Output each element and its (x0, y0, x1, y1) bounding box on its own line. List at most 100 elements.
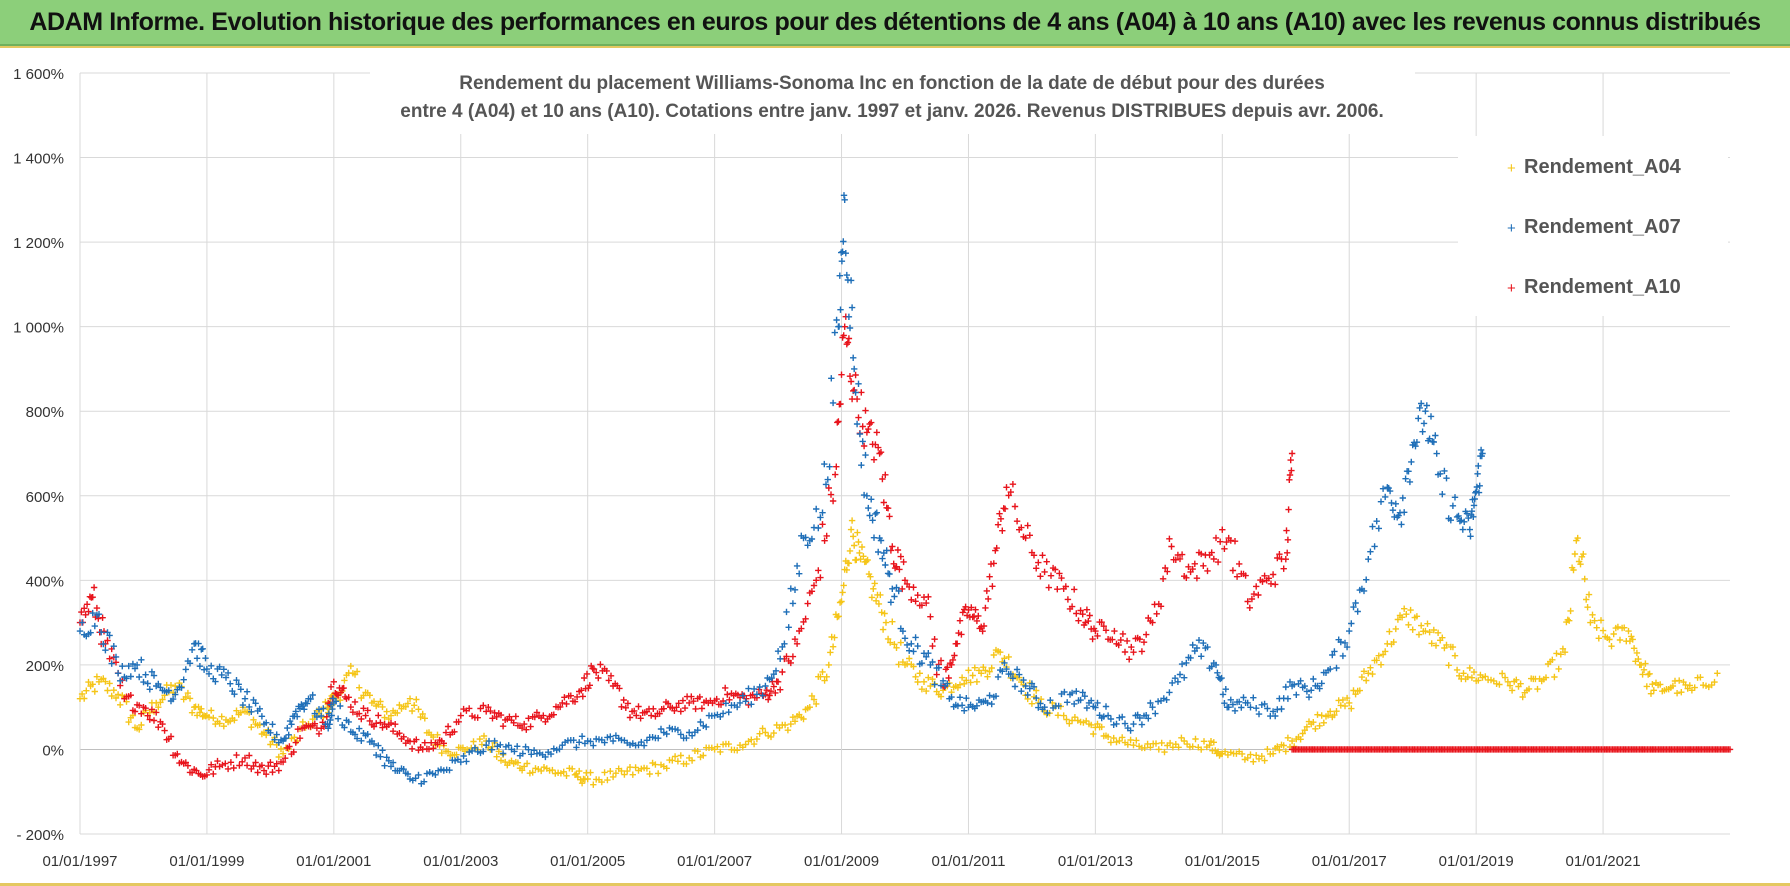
point-a10 (408, 745, 416, 752)
point-a04 (925, 674, 932, 681)
point-a04 (1614, 623, 1622, 631)
point-a07 (1077, 696, 1084, 704)
x-tick-label: 01/01/2019 (1439, 853, 1514, 870)
point-a10 (648, 712, 655, 719)
point-a04 (402, 703, 409, 710)
point-a07 (231, 691, 238, 698)
point-a10 (1109, 636, 1116, 643)
point-a07 (415, 771, 422, 779)
point-a04 (476, 735, 483, 743)
point-a07 (95, 611, 103, 618)
point-a10 (561, 694, 568, 701)
point-a04 (1094, 720, 1101, 728)
point-a04 (1369, 670, 1376, 678)
point-a10 (1280, 565, 1287, 572)
point-a07 (1382, 493, 1389, 501)
point-a04 (813, 700, 820, 708)
point-a07 (377, 753, 384, 760)
point-a04 (1104, 733, 1112, 740)
point-a10 (396, 730, 403, 737)
point-a04 (117, 701, 124, 708)
point-a10 (835, 418, 842, 425)
point-a07 (375, 742, 382, 749)
point-a07 (772, 667, 780, 674)
point-a10 (1007, 488, 1014, 496)
point-a10 (210, 770, 217, 778)
point-a07 (1420, 420, 1428, 427)
point-a10 (273, 760, 280, 767)
point-a10 (597, 661, 604, 668)
point-a04 (172, 682, 179, 690)
point-a10 (487, 707, 494, 715)
point-a10 (624, 700, 632, 707)
point-a07 (108, 660, 115, 667)
point-a04 (878, 609, 885, 616)
point-a10 (983, 587, 990, 595)
point-a10 (793, 640, 801, 647)
point-a07 (1221, 700, 1228, 707)
point-a04 (629, 771, 636, 778)
point-a07 (273, 731, 280, 738)
point-a07 (791, 586, 799, 593)
point-a07 (131, 665, 139, 672)
point-a07 (655, 735, 662, 742)
point-a04 (210, 714, 217, 722)
point-a07 (1204, 643, 1211, 651)
point-a07 (488, 746, 495, 753)
point-a07 (285, 731, 292, 738)
point-a10 (362, 712, 369, 719)
point-a07 (483, 742, 490, 749)
point-a04 (411, 702, 418, 709)
point-a07 (1466, 526, 1473, 533)
point-a04 (587, 769, 594, 776)
point-a07 (1413, 439, 1421, 446)
point-a07 (98, 629, 105, 636)
point-a10 (860, 442, 868, 450)
point-a04 (1470, 668, 1478, 676)
point-a04 (514, 759, 522, 766)
point-a04 (1299, 730, 1306, 737)
point-a10 (1229, 567, 1237, 574)
point-a10 (1284, 549, 1291, 556)
point-a07 (1127, 727, 1134, 734)
point-a04 (1415, 631, 1423, 638)
point-a04 (1475, 677, 1482, 684)
point-a10 (975, 612, 982, 620)
point-a07 (1468, 508, 1476, 515)
point-a07 (657, 725, 665, 733)
point-a04 (1280, 742, 1287, 749)
point-a04 (1119, 734, 1126, 741)
point-a04 (1192, 735, 1199, 743)
point-a07 (1198, 653, 1205, 660)
point-a04 (920, 678, 928, 685)
point-a07 (908, 640, 915, 647)
point-a07 (114, 670, 122, 677)
point-a07 (1166, 689, 1173, 696)
point-a04 (1356, 687, 1363, 694)
point-a07 (241, 695, 249, 702)
point-a04 (1451, 652, 1459, 659)
point-a10 (1242, 572, 1249, 579)
point-a07 (1406, 478, 1414, 486)
point-a07 (862, 451, 869, 459)
point-a04 (870, 585, 877, 592)
point-a07 (1443, 475, 1450, 482)
point-a07 (1225, 704, 1232, 711)
point-a04 (879, 626, 887, 633)
point-a07 (100, 640, 107, 648)
point-a07 (853, 420, 861, 428)
point-a10 (923, 599, 930, 607)
point-a10 (279, 758, 287, 766)
point-a10 (250, 762, 257, 770)
point-a07 (311, 710, 318, 717)
point-a07 (770, 671, 777, 678)
point-a07 (1297, 677, 1304, 684)
point-a10 (847, 378, 855, 385)
point-a07 (1163, 696, 1170, 703)
point-a07 (638, 738, 645, 746)
point-a04 (1714, 670, 1721, 677)
point-a07 (590, 742, 597, 749)
point-a07 (1286, 678, 1294, 686)
point-a07 (1016, 671, 1023, 678)
point-a04 (1098, 723, 1105, 731)
